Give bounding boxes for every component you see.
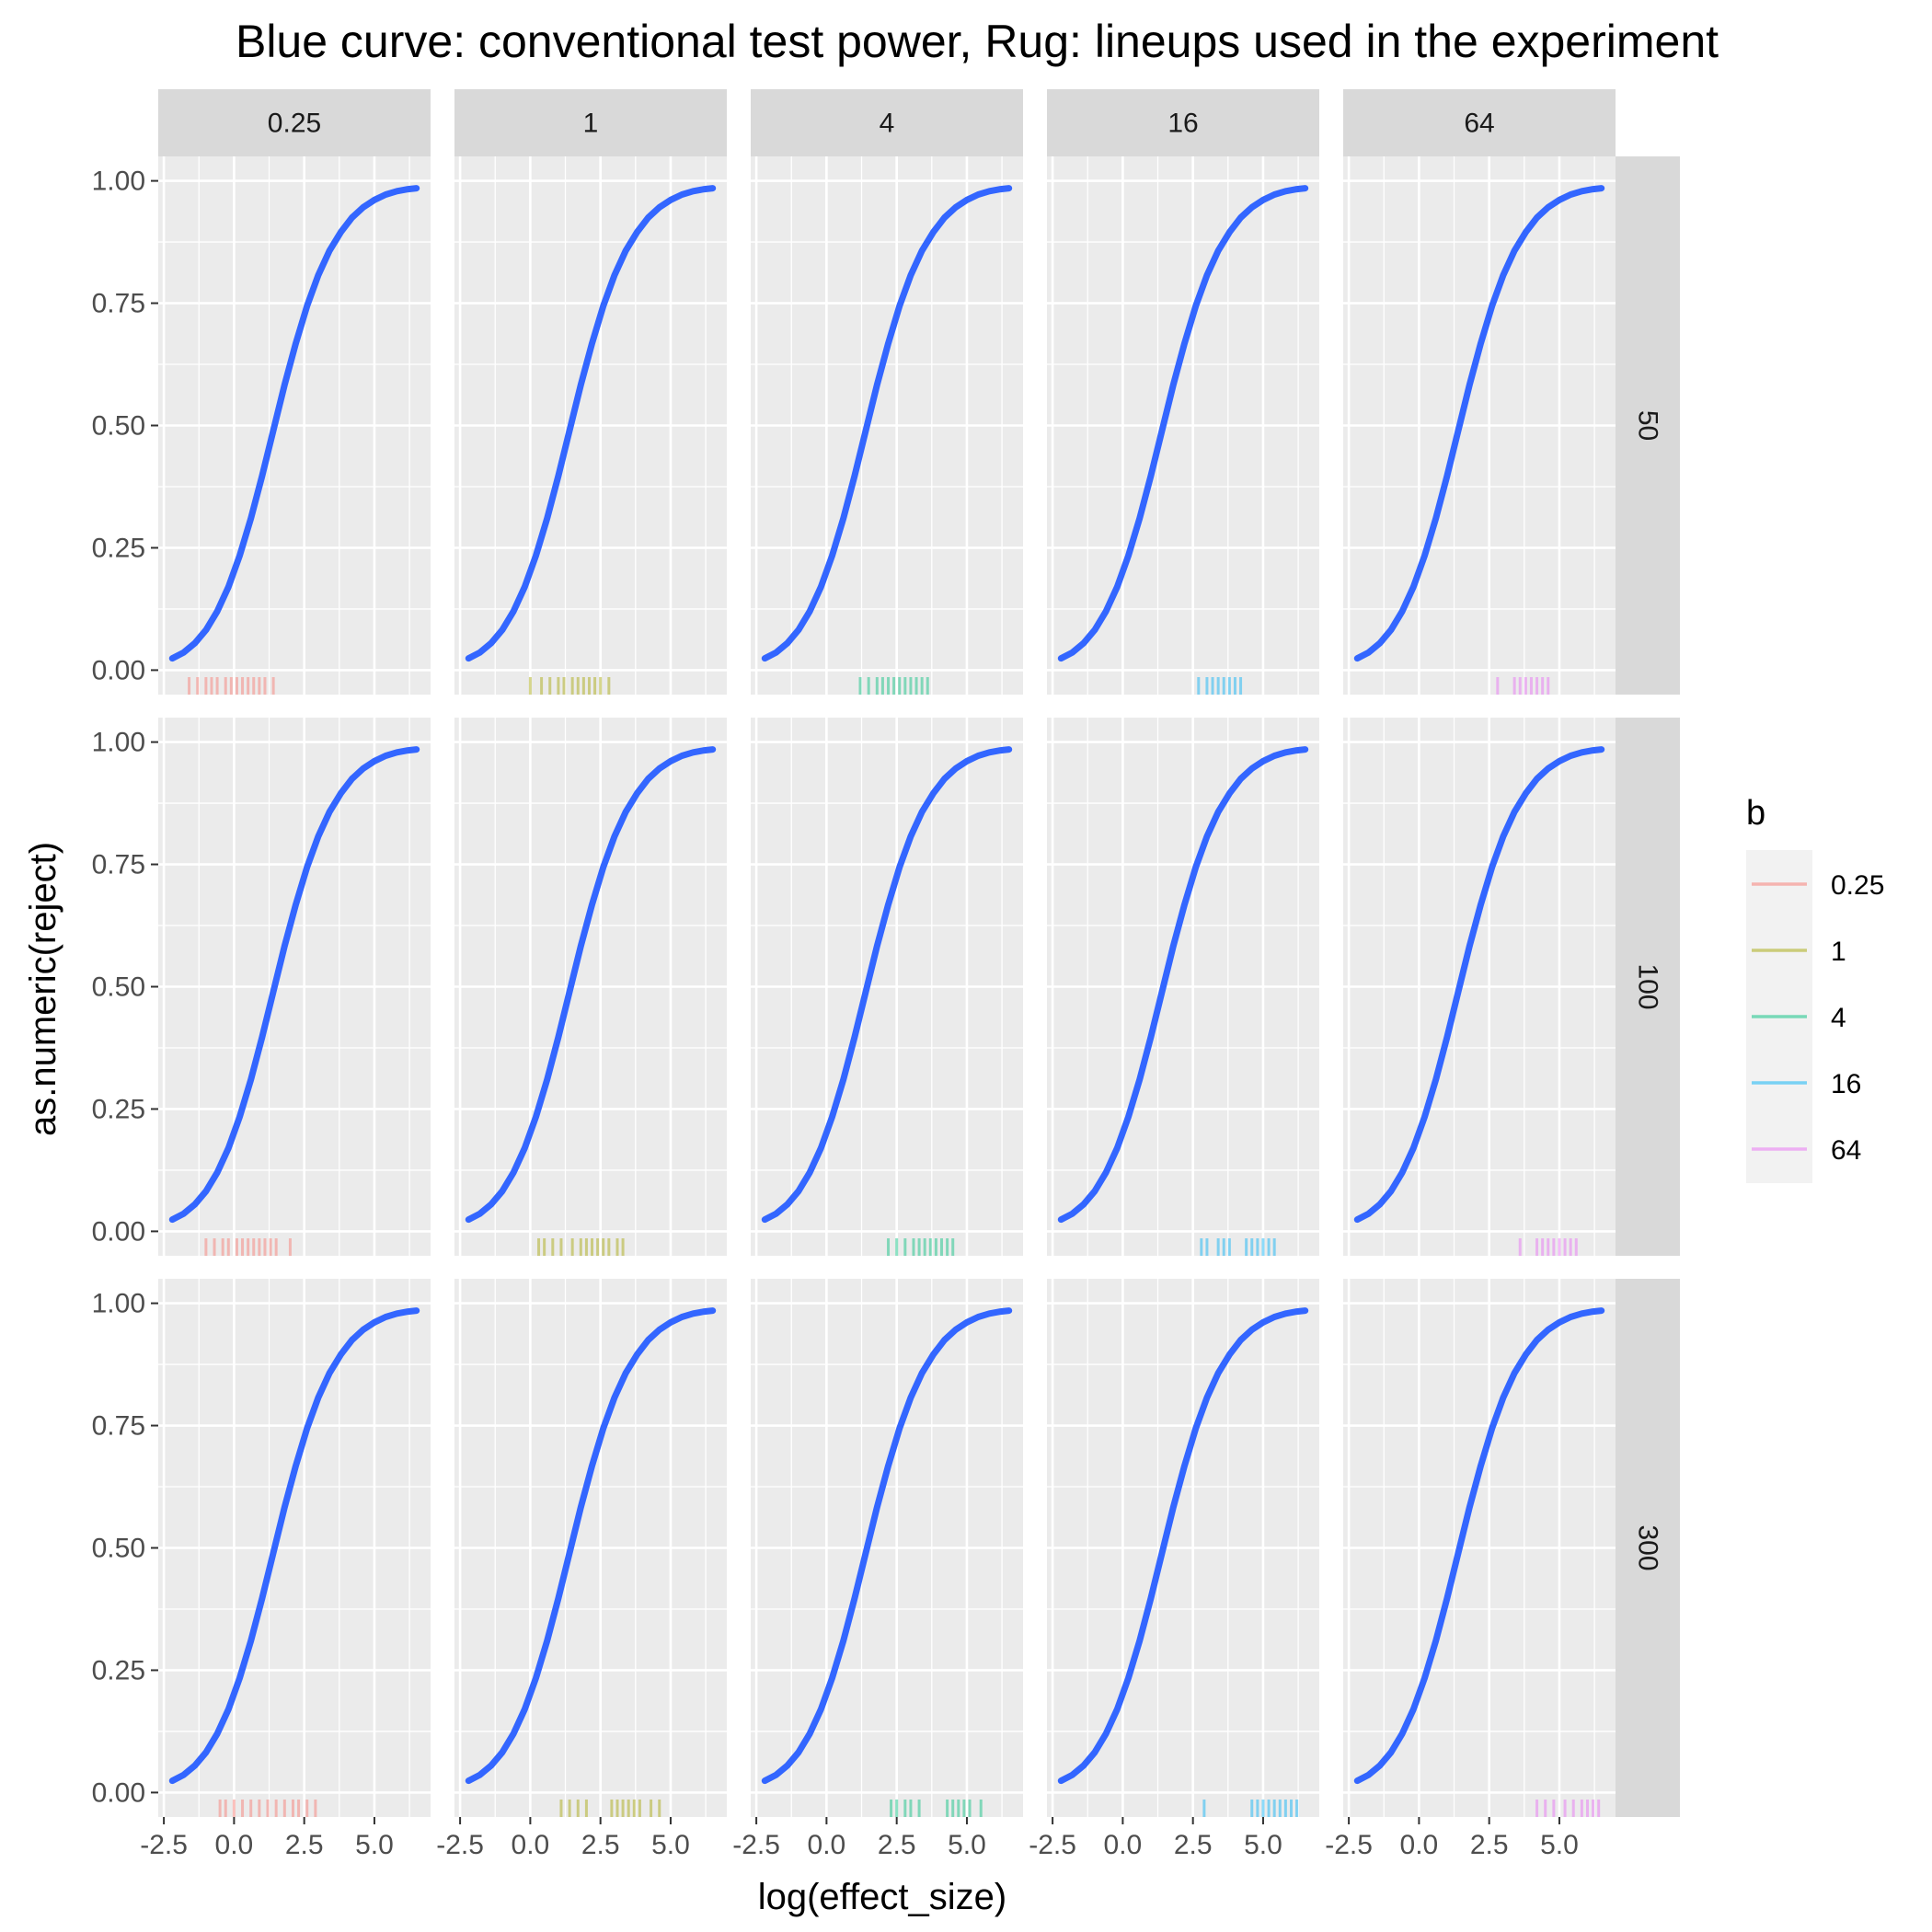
x-tick-label: 5.0 [355,1830,394,1860]
chart-title: Blue curve: conventional test power, Rug… [236,16,1719,67]
y-tick-label: 0.75 [92,850,145,880]
facet-strip-col [751,89,1023,156]
x-tick-label: 5.0 [651,1830,690,1860]
x-axis-title: log(effect_size) [758,1877,1007,1917]
x-tick-label: -2.5 [1029,1830,1076,1860]
power-curve [1057,185,1309,662]
legend-label: 16 [1831,1069,1861,1099]
x-tick-label: 5.0 [1244,1830,1282,1860]
power-curve [465,185,717,662]
y-axis-title: as.numeric(reject) [23,842,63,1136]
facet-strip-row-label: 300 [1633,1524,1663,1570]
power-curve [1057,1307,1309,1785]
power-curve [1057,746,1309,1224]
x-tick-label: -2.5 [436,1830,484,1860]
legend-label: 64 [1831,1135,1861,1166]
legend: b 0.25 1 4 16 64 [1746,794,1884,1183]
x-tick-label: -2.5 [1325,1830,1373,1860]
y-tick-label: 1.00 [92,728,145,758]
facet-strip-col [1343,89,1616,156]
facet-strip-col-label: 0.25 [268,109,321,139]
y-axis-ticks: 0.00 0.25 0.50 0.75 1.00 0.00 0.25 0.50 0.75 1.00… [92,167,158,1808]
x-tick-label: 2.5 [285,1830,324,1860]
y-tick-label: 0.50 [92,972,145,1003]
power-curve [168,185,420,662]
y-tick-label: 0.25 [92,1094,145,1124]
x-tick-label: 0.0 [808,1830,846,1860]
y-tick-label: 1.00 [92,1289,145,1319]
legend-title: b [1746,794,1765,833]
y-tick-label: 0.75 [92,1411,145,1442]
power-curve [1353,746,1605,1224]
facet-panel [751,1279,1023,1817]
y-tick-label: 0.00 [92,1777,145,1808]
facet-panel [1047,156,1319,695]
power-curve [761,746,1013,1224]
x-tick-label: 5.0 [948,1830,986,1860]
y-tick-label: 0.25 [92,533,145,563]
facet-strip-row [1616,718,1680,1256]
y-tick-label: 0.25 [92,1655,145,1685]
facet-panel [1343,156,1616,695]
x-tick-label: -2.5 [732,1830,780,1860]
x-tick-label: 0.0 [512,1830,550,1860]
facet-strip-col-label: 64 [1464,109,1494,139]
power-curve [168,1307,420,1785]
x-tick-label: 0.0 [1104,1830,1143,1860]
x-axis-ticks: -2.5 0.0 2.5 5.0 -2.5 0.0 2.5 5.0 -2.5 0.0 2.5 5.0 -… [140,1817,1579,1860]
facet-strip-col [158,89,431,156]
power-curve [465,1307,717,1785]
facet-strip-row [1616,1279,1680,1817]
facet-panel [454,156,727,695]
power-curve [1353,185,1605,662]
x-tick-label: 5.0 [1540,1830,1579,1860]
facet-panel [1047,718,1319,1256]
facet-panel [1047,1279,1319,1817]
power-curve [168,746,420,1224]
facet-strip-col-label: 16 [1167,109,1198,139]
y-tick-label: 0.75 [92,289,145,319]
facet-panel [158,156,431,695]
y-tick-label: 0.00 [92,1216,145,1247]
x-tick-label: 2.5 [878,1830,916,1860]
facet-strip-row-label: 100 [1633,963,1663,1009]
y-tick-label: 0.50 [92,1534,145,1564]
legend-label: 1 [1831,937,1846,967]
x-tick-label: 2.5 [581,1830,620,1860]
facet-panel [158,1279,431,1817]
facet-strip-col-label: 4 [880,109,895,139]
power-curve [1353,1307,1605,1785]
x-tick-label: -2.5 [140,1830,188,1860]
legend-label: 0.25 [1831,870,1884,901]
facet-panel [1343,1279,1616,1817]
facet-panel [751,156,1023,695]
facet-strip-col-label: 1 [583,109,599,139]
power-curve [465,746,717,1224]
facet-panel [454,1279,727,1817]
facet-strip-row [1616,156,1680,695]
x-tick-label: 0.0 [1400,1830,1439,1860]
y-tick-label: 0.00 [92,655,145,685]
facet-strip-col [454,89,727,156]
facet-panel [1343,718,1616,1256]
y-tick-label: 0.50 [92,411,145,442]
facet-panel [751,718,1023,1256]
y-tick-label: 1.00 [92,167,145,197]
power-curve [761,1307,1013,1785]
power-curve [761,185,1013,662]
x-tick-label: 2.5 [1470,1830,1509,1860]
facet-panel [158,718,431,1256]
facet-strip-col [1047,89,1319,156]
facet-panels: 0.25 1 4 16 64 50 100 300 [158,89,1680,1817]
legend-label: 4 [1831,1003,1846,1033]
facet-panel [454,718,727,1256]
x-tick-label: 0.0 [215,1830,254,1860]
x-tick-label: 2.5 [1174,1830,1213,1860]
facet-strip-row-label: 50 [1633,410,1663,441]
